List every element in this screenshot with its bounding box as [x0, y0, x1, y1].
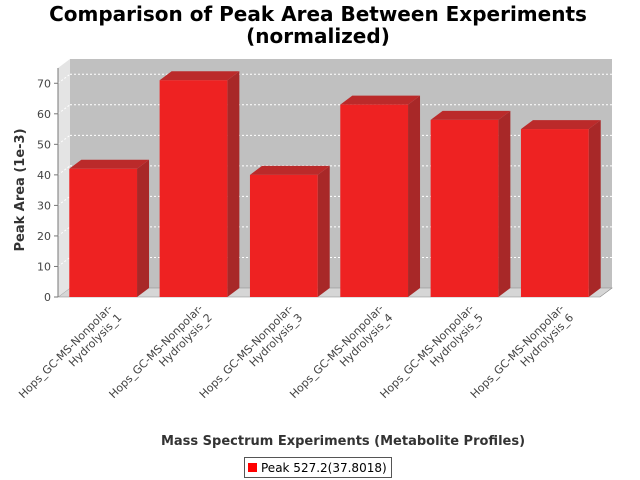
x-tick-labels: Hops_GC-MS-Nonpolar-Hydrolysis_1Hops_GC-… [16, 302, 576, 410]
grid-line [57, 104, 71, 115]
bar-top [340, 95, 421, 105]
bar [69, 159, 150, 297]
bar-top [159, 71, 240, 81]
grid-line [57, 226, 71, 237]
bar-top [520, 120, 601, 130]
y-tick-label: 10 [37, 260, 51, 273]
bar-side [317, 165, 330, 297]
y-tick-label: 0 [44, 291, 51, 304]
bar-side [137, 159, 150, 297]
bar-side [408, 95, 421, 297]
bar [430, 110, 511, 297]
bar [340, 95, 421, 297]
grid-line [57, 134, 71, 145]
y-tick-label: 30 [37, 199, 51, 212]
x-tick-label-line: Hops_GC-MS-Nonpolar- [287, 302, 386, 401]
bar-front [69, 168, 138, 297]
legend: Peak 527.2(37.8018) [244, 457, 392, 478]
bar-front [249, 174, 318, 297]
bar-top [69, 159, 150, 169]
legend-label: Peak 527.2(37.8018) [261, 460, 387, 475]
chart-subtitle: (normalized) [246, 24, 390, 48]
bar-front [520, 129, 589, 297]
y-axis-label: Peak Area (1e-3) [13, 128, 28, 251]
chart-title: Comparison of Peak Area Between Experime… [49, 2, 587, 26]
x-tick-label-line: Hops_GC-MS-Nonpolar- [16, 302, 115, 401]
bar-side [588, 120, 601, 297]
grid-line [57, 195, 71, 206]
bar [249, 165, 330, 297]
grid-line [57, 165, 71, 176]
bar [159, 71, 240, 297]
x-tick-label-line: Hops_GC-MS-Nonpolar- [468, 302, 567, 401]
bar-top [249, 165, 330, 175]
y-tick-label: 60 [37, 108, 51, 121]
grid-line [57, 257, 71, 267]
bar-side [227, 71, 240, 297]
grid-line [57, 73, 71, 84]
y-tick-label: 70 [37, 77, 51, 90]
bar-side [498, 110, 511, 297]
bars [69, 71, 601, 297]
y-tick-label: 20 [37, 230, 51, 243]
plot-left-wall [58, 59, 70, 297]
y-tick-label: 40 [37, 169, 51, 182]
bar-front [430, 119, 499, 297]
x-axis-label: Mass Spectrum Experiments (Metabolite Pr… [161, 434, 525, 449]
bar [520, 120, 601, 297]
bar-front [159, 80, 228, 297]
grid-lines [57, 73, 612, 267]
bar-top [430, 110, 511, 120]
y-tick-label: 50 [37, 138, 51, 151]
x-tick-label-line: Hops_GC-MS-Nonpolar- [378, 302, 477, 401]
x-tick-label-line: Hops_GC-MS-Nonpolar- [107, 302, 206, 401]
y-axis: 0 10 20 30 40 50 60 70 [37, 68, 59, 304]
legend-swatch [248, 463, 257, 472]
x-tick-label: Hops_GC-MS-Nonpolar-Hydrolysis_6 [468, 302, 576, 410]
bar-front [340, 104, 409, 297]
x-tick-label-line: Hops_GC-MS-Nonpolar- [197, 302, 296, 401]
